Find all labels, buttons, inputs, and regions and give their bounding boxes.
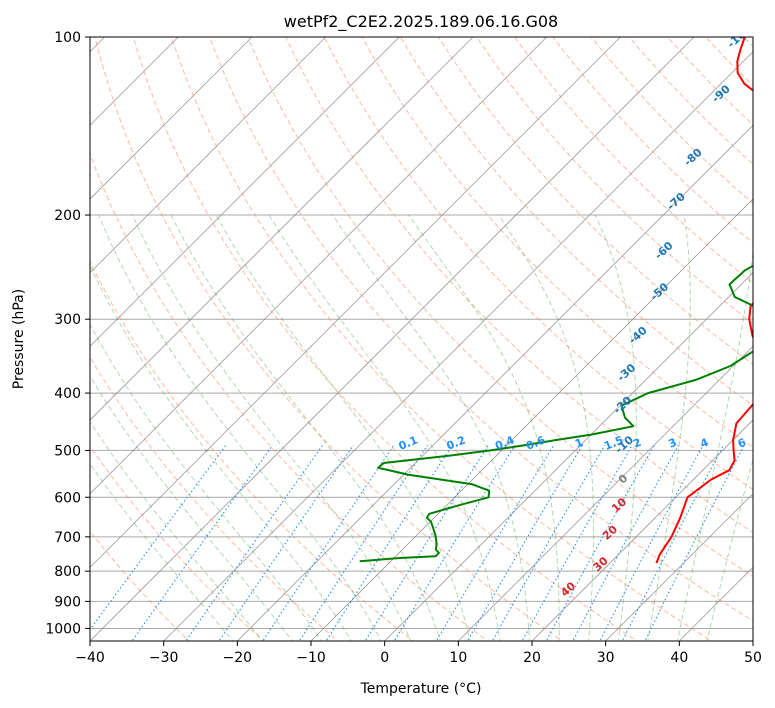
x-tick-label: −20 (223, 650, 253, 666)
y-tick-label: 1000 (45, 621, 81, 637)
moist-adiabat-line (268, 214, 501, 641)
x-axis: −40 −30 −20 −10 0 10 20 30 40 50 (75, 641, 762, 666)
y-tick-label: 800 (54, 564, 81, 580)
mixing-ratio-line (466, 444, 583, 641)
dry-adiabat-line (90, 152, 489, 641)
mixing-ratio-line (298, 444, 429, 641)
x-tick-label: 20 (523, 650, 541, 666)
x-tick-label: 0 (380, 650, 389, 666)
mixing-ratio-lines (90, 444, 745, 641)
mixing-ratio-label: 3 (667, 436, 679, 451)
mixing-ratio-line (262, 444, 395, 641)
temperature-profile-line (655, 37, 753, 564)
y-axis-label: Pressure (hPa) (11, 289, 27, 389)
dry-adiabat-line (323, 37, 753, 491)
mixing-ratio-line (435, 444, 555, 641)
isotherm-line (531, 419, 753, 641)
x-axis-label: Temperature (°C) (360, 681, 482, 697)
y-tick-label: 100 (54, 30, 81, 46)
moist-adiabat-line (90, 462, 234, 641)
mixing-ratio-line (572, 444, 679, 641)
dry-adiabat-line (90, 356, 339, 641)
y-tick-label: 200 (54, 208, 81, 224)
dry-adiabat-line (476, 37, 753, 325)
isotherm-line (310, 198, 753, 641)
mixing-ratio-line (491, 444, 606, 641)
moist-adiabat-line (90, 375, 293, 641)
x-tick-label: −40 (75, 650, 105, 666)
profile-series (359, 37, 753, 564)
moist-adiabat-line (408, 214, 560, 641)
dewpoint-profile-line (359, 264, 753, 563)
moist-adiabat-line (170, 214, 441, 641)
plot-frame (89, 36, 754, 642)
moist-adiabat-line (706, 457, 753, 641)
dry-adiabat-line (132, 37, 638, 641)
y-tick-label: 900 (54, 594, 81, 610)
isotherm-line (90, 37, 547, 495)
isotherm-line (90, 37, 695, 641)
mixing-ratio-label: 1 (573, 436, 585, 451)
mixing-ratio-label: 2 (631, 436, 643, 451)
isobar-lines (90, 37, 753, 629)
isotherm-line (605, 493, 753, 641)
chart-title: wetPf2_C2E2.2025.189.06.16.G08 (284, 12, 558, 32)
y-tick-label: 300 (54, 312, 81, 328)
x-tick-label: −10 (296, 650, 326, 666)
isotherm-line (163, 51, 753, 641)
y-tick-label: 400 (54, 386, 81, 402)
dry-adiabat-line (361, 37, 753, 448)
mixing-ratio-line (599, 444, 704, 641)
moist-adiabat-line (647, 214, 691, 641)
mixing-ratio-line (90, 444, 227, 631)
x-tick-label: −30 (149, 650, 179, 666)
mixing-ratio-line (393, 444, 516, 641)
dry-adiabat-lines (90, 37, 753, 641)
y-tick-label: 500 (54, 443, 81, 459)
moist-adiabat-line (131, 214, 412, 641)
mixing-ratio-line (325, 444, 453, 641)
mixing-ratio-line (218, 444, 354, 641)
moist-adiabat-line (676, 248, 753, 641)
isotherm-line (237, 124, 753, 641)
moist-adiabat-line (90, 323, 323, 641)
x-tick-label: 50 (744, 650, 762, 666)
dry-adiabat-line (170, 37, 713, 641)
x-tick-label: 40 (670, 650, 688, 666)
isotherm-line (90, 37, 621, 568)
moist-adiabat-line (98, 214, 382, 641)
isotherm-lines (90, 37, 753, 641)
y-tick-label: 600 (54, 490, 81, 506)
dry-adiabat-line (90, 530, 190, 641)
x-tick-label: 30 (597, 650, 615, 666)
isotherm-line (90, 37, 474, 421)
y-tick-label: 700 (54, 530, 81, 546)
isotherm-line (90, 37, 326, 274)
moist-adiabat-line (90, 264, 352, 641)
moist-adiabat-line (90, 420, 264, 641)
moist-adiabat-line (498, 214, 594, 641)
dry-adiabat-line (94, 37, 564, 641)
moist-adiabat-line (594, 214, 637, 641)
moist-adiabat-lines (90, 214, 753, 641)
dry-adiabat-line (209, 37, 753, 622)
y-axis: 100 200 300 400 500 600 700 800 900 1000 (45, 30, 90, 637)
mixing-ratio-line (364, 444, 489, 641)
isotherm-line (458, 345, 753, 641)
dry-adiabat-line (437, 37, 753, 365)
mixing-ratio-line (185, 444, 324, 641)
isotherm-line (384, 272, 753, 641)
dry-adiabat-line (90, 445, 265, 641)
isotherm-line (90, 37, 400, 347)
isotherm-line (90, 37, 253, 200)
dry-adiabat-line (285, 37, 753, 534)
dry-adiabat-line (90, 260, 414, 641)
x-tick-label: 10 (449, 650, 467, 666)
